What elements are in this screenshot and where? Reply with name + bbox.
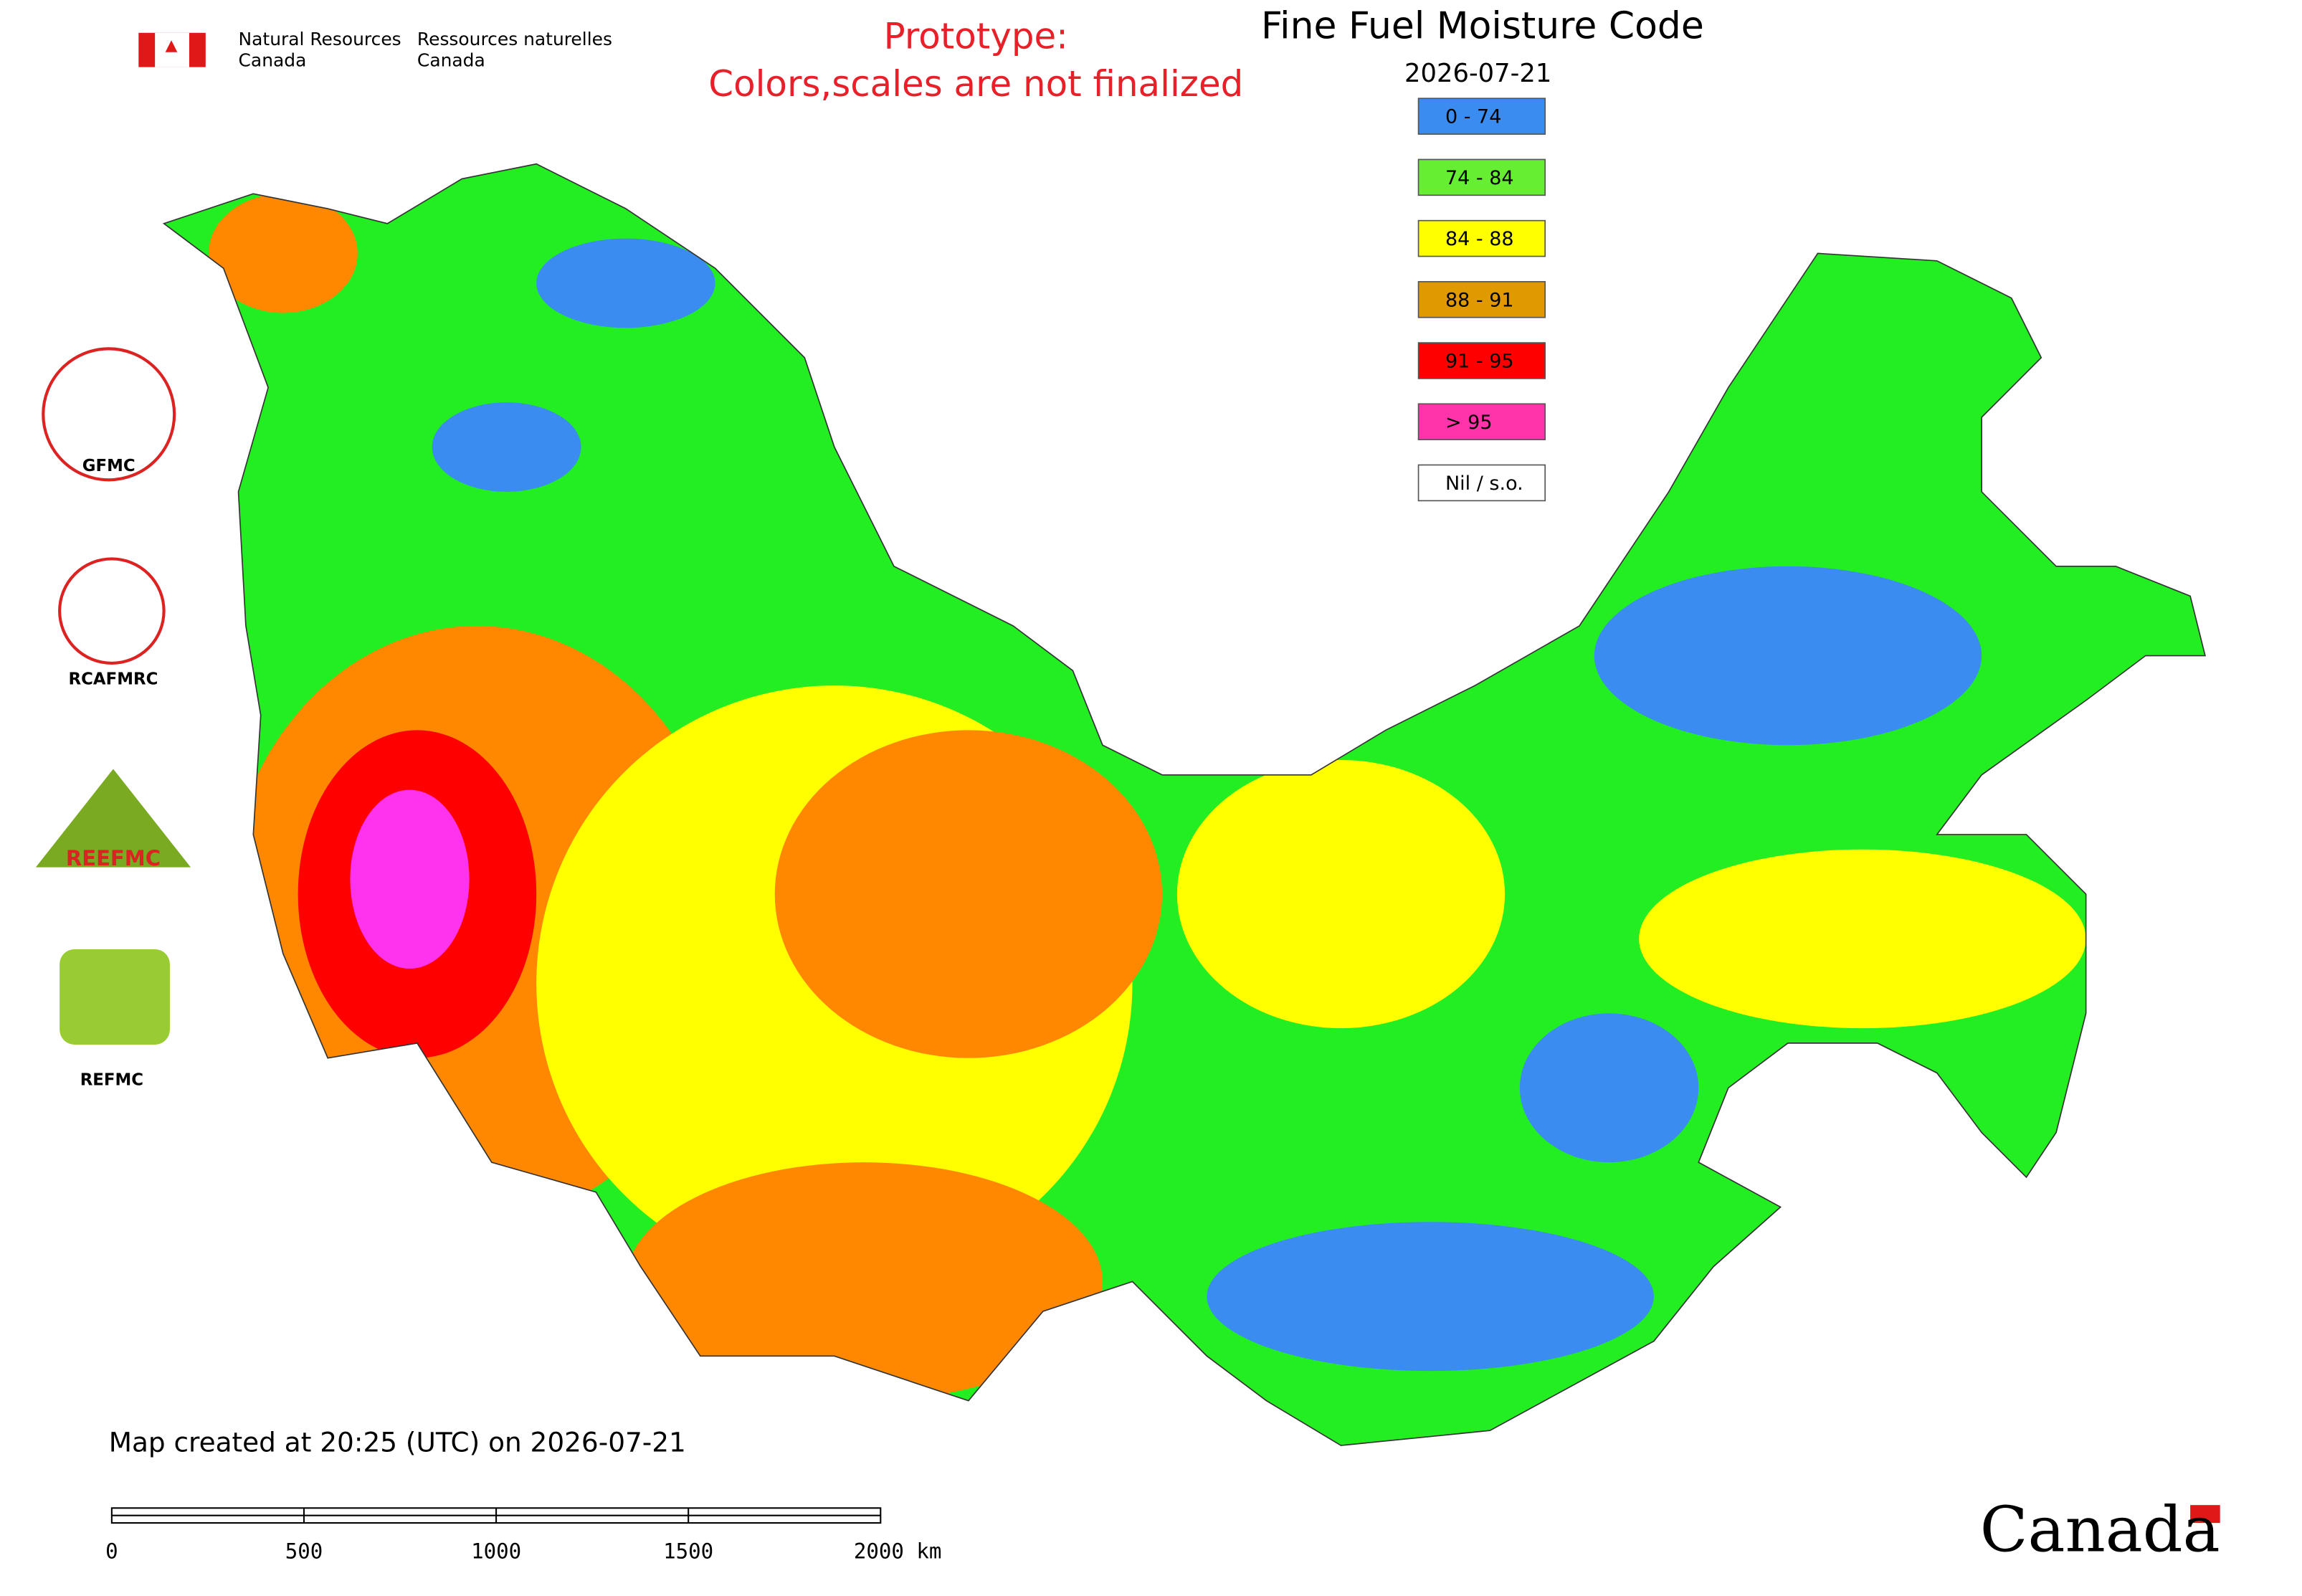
canada-wordmark: Canada [1980,1493,2220,1567]
flag [138,32,206,67]
legend-swatch [1417,98,1546,135]
logo-label: RCAFMRC [69,670,158,688]
agency-en: Canada [239,49,307,70]
scale-label: 1000 [471,1539,521,1564]
notice: Colors,scales are not finalized [708,63,1243,105]
logo-label: REFMC [80,1070,143,1089]
legend-label: Nil / s.o. [1445,472,1523,495]
rcafmrc-logo [58,557,166,665]
legend-label: 84 - 88 [1445,228,1514,250]
footer-note: Map created at 20:25 (UTC) on 2026-07-21 [109,1426,686,1458]
scale-label: 500 [285,1539,323,1564]
legend-swatch [1417,464,1546,502]
legend-swatch [1417,219,1546,257]
agency-en: Natural Resources [239,29,401,49]
map-title: Fine Fuel Moisture Code [1261,5,1704,48]
scale-bar [110,1507,882,1524]
legend-label: > 95 [1445,412,1493,434]
reefmc-logo [35,769,191,868]
scale-label: 1500 [663,1539,713,1564]
map-date: 2026-07-21 [1404,59,1551,88]
wordmark-flag [2190,1505,2220,1524]
logo-label: GFMC [82,457,135,475]
notice: Prototype: [884,16,1068,57]
legend-swatch [1417,281,1546,318]
legend-label: 91 - 95 [1445,351,1514,373]
legend-label: 74 - 84 [1445,167,1514,189]
agency-fr: Canada [417,49,485,70]
legend-swatch [1417,342,1546,379]
legend-swatch [1417,158,1546,196]
scale-label: 0 [105,1539,118,1564]
agency-fr: Ressources naturelles [417,29,612,49]
legend-label: 88 - 91 [1445,289,1514,311]
logo-label: REEFMC [66,846,161,870]
legend-label: 0 - 74 [1445,106,1501,128]
scale-label: 2000 km [854,1539,942,1564]
gfmc-logo [42,347,176,482]
legend-swatch [1417,403,1546,440]
refmc-logo [60,949,170,1045]
